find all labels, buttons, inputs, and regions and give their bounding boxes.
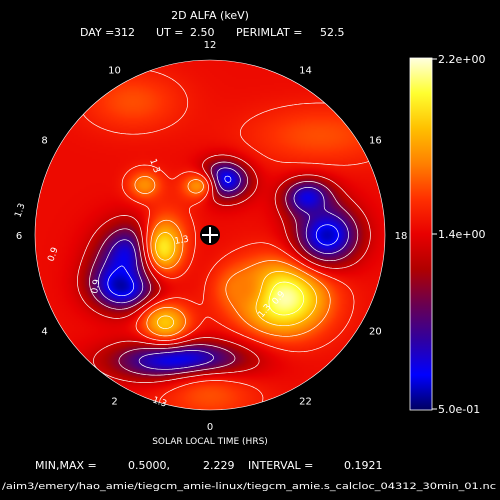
perimlat-value: 52.5 xyxy=(320,26,345,39)
hour-tick-label: 2 xyxy=(111,396,117,407)
ut-label: UT = xyxy=(156,26,183,39)
hour-tick-label: 22 xyxy=(299,396,312,407)
hour-tick-label: 10 xyxy=(108,66,121,77)
x-axis-label: SOLAR LOCAL TIME (HRS) xyxy=(152,437,268,447)
contour-lines xyxy=(77,68,385,410)
hour-tick-label: 4 xyxy=(41,327,47,338)
polar-disk xyxy=(35,60,385,410)
day-value: 312 xyxy=(114,26,135,39)
contour-label: 1.3 xyxy=(13,202,27,219)
chart-title: 2D ALFA (keV) xyxy=(171,9,249,22)
contour-line xyxy=(134,176,331,337)
contour-line xyxy=(77,154,371,383)
contour-label: 0.9 xyxy=(90,278,102,294)
max-value: 2.229 xyxy=(203,459,235,472)
contour-label: 1.3 xyxy=(174,235,190,247)
hour-tick-label: 6 xyxy=(16,231,22,242)
hour-tick-label: 0 xyxy=(207,422,213,433)
interval-value: 0.1921 xyxy=(344,459,383,472)
contour-line xyxy=(268,281,305,316)
hour-tick-label: 8 xyxy=(41,136,47,147)
colorbar-mid-label: 1.4e+00 xyxy=(438,228,485,241)
day-label: DAY = xyxy=(80,26,114,39)
pole-marker xyxy=(200,225,220,245)
contour-label: 1.3 xyxy=(147,158,161,175)
contour-line xyxy=(98,167,349,370)
contour-line xyxy=(89,161,359,376)
contour-line xyxy=(155,232,317,329)
min-value: 0.5000, xyxy=(128,459,170,472)
colorbar-max-label: 2.2e+00 xyxy=(438,53,485,66)
perimlat-label: PERIMLAT = xyxy=(236,26,302,39)
file-path: /aim3/emery/hao_amie/tiegcm_amie-linux/t… xyxy=(2,482,496,492)
hour-tick-label: 14 xyxy=(299,66,312,77)
minmax-label: MIN,MAX = xyxy=(35,459,97,472)
colorbar xyxy=(409,57,433,411)
disk-border xyxy=(34,59,386,411)
hour-tick-label: 16 xyxy=(369,136,382,147)
hour-tick-label: 18 xyxy=(395,231,408,242)
hour-tick-label: 12 xyxy=(204,40,217,51)
ut-value: 2.50 xyxy=(190,26,215,39)
colorbar-min-label: 5.0e-01 xyxy=(438,403,480,416)
contour-label: 1.3 xyxy=(151,395,168,409)
hour-tick-label: 20 xyxy=(369,327,382,338)
contour-label: 0.9 xyxy=(46,246,60,263)
interval-label: INTERVAL = xyxy=(248,459,313,472)
contour-line xyxy=(107,175,339,297)
